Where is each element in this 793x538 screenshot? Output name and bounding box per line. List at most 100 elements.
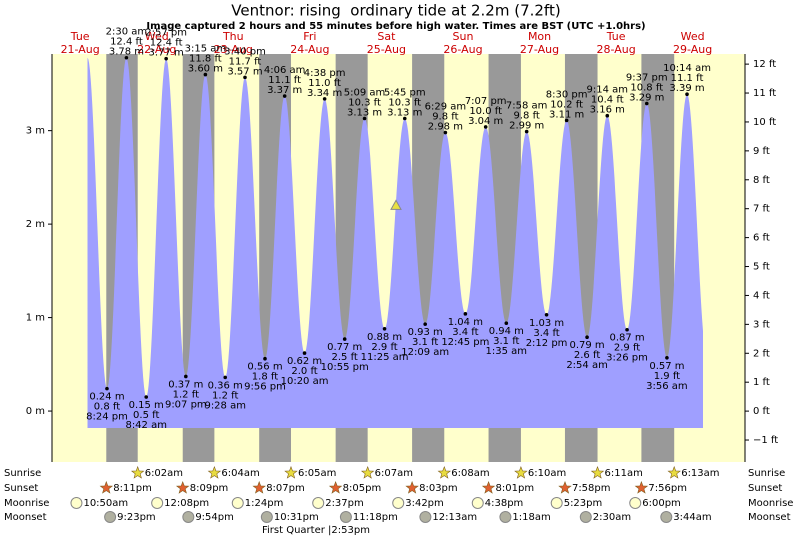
tide-label: 9:56 pm — [244, 382, 286, 393]
tide-point — [544, 312, 549, 317]
tide-label: 5:09 am — [344, 87, 386, 98]
tide-label: 0.87 m — [609, 333, 644, 344]
moonrise-time: 10:50am — [83, 498, 128, 509]
sunset-icon — [175, 480, 190, 494]
row-label: Sunset — [748, 483, 782, 494]
tide-label: 3.13 m — [387, 107, 422, 118]
sunset-time: 8:01pm — [496, 483, 535, 494]
sunrise-time: 6:04am — [221, 468, 259, 479]
moonrise-time: 4:38pm — [485, 498, 524, 509]
tide-label: 11.7 ft — [229, 56, 262, 67]
tide-point — [402, 116, 407, 121]
tide-label: 9:37 pm — [626, 73, 668, 84]
sunset-icon — [252, 480, 266, 494]
tide-label: 1.2 ft — [212, 390, 238, 401]
day-name: Thu — [222, 30, 244, 43]
tide-label: 3.16 m — [590, 105, 625, 116]
tide-point — [144, 395, 149, 399]
tide-point — [685, 92, 689, 96]
tide-label: 1.8 ft — [252, 372, 278, 383]
tide-label: 12.4 ft — [150, 38, 183, 49]
y2-tick-label: 3 ft — [753, 319, 770, 330]
day-date: 29-Aug — [673, 43, 712, 56]
tide-label: 2:12 pm — [526, 338, 568, 349]
tide-label: 5:45 pm — [384, 87, 426, 98]
sunset-time: 8:11pm — [113, 483, 152, 494]
tide-label: 3.04 m — [468, 116, 503, 127]
row-label: Moonrise — [748, 498, 793, 509]
moonset-icon — [339, 511, 352, 523]
tide-label: 3.77 m — [149, 48, 184, 59]
tide-label: 10.8 ft — [630, 83, 663, 94]
tide-label: 7:07 pm — [465, 96, 507, 107]
day-name: Sat — [377, 30, 396, 43]
sunrise-time: 6:11am — [605, 468, 643, 479]
sunrise-icon — [514, 465, 528, 479]
tide-label: 3.13 m — [347, 107, 382, 118]
tide-label: 9.8 ft — [513, 111, 539, 122]
tide-point — [302, 351, 307, 355]
tide-point — [263, 356, 267, 361]
sunrise-time: 6:08am — [451, 468, 489, 479]
tide-label: 10:20 am — [281, 376, 329, 387]
tide-label: 0.62 m — [287, 356, 322, 367]
sunset-icon — [634, 480, 649, 494]
tide-label: 3.78 m — [109, 47, 144, 58]
tide-label: 12:09 am — [401, 347, 449, 358]
tide-label: 3.57 m — [227, 66, 262, 77]
day-date: 24-Aug — [290, 43, 329, 56]
tide-label: 2:54 am — [566, 360, 608, 371]
tide-label: 3:56 am — [646, 381, 688, 392]
tide-label: 3:26 pm — [606, 353, 648, 364]
moonrise-time: 6:00pm — [642, 498, 681, 509]
tide-point — [184, 374, 188, 379]
tide-point — [282, 94, 287, 98]
tide-point — [504, 321, 509, 325]
sunset-time: 8:05pm — [343, 483, 382, 494]
tide-label: 12.4 ft — [110, 37, 143, 48]
moonrise-icon — [312, 497, 325, 509]
day-name: Tue — [70, 30, 90, 43]
tide-label: 1.2 ft — [173, 389, 199, 400]
tide-label: 7:58 am — [506, 101, 548, 112]
chart-subtitle: Image captured 2 hours and 55 minutes be… — [146, 21, 645, 32]
moonrise-icon — [151, 497, 164, 509]
day-name: Tue — [606, 30, 626, 43]
sunset-time: 8:03pm — [419, 483, 458, 494]
tide-point — [483, 125, 488, 129]
moonset-icon — [499, 511, 512, 523]
y2-tick-label: 7 ft — [753, 204, 770, 215]
day-date: 21-Aug — [61, 43, 100, 56]
sunrise-time: 6:07am — [375, 468, 413, 479]
tide-label: 3.29 m — [629, 93, 664, 104]
tide-label: 3:15 am — [185, 44, 227, 55]
tide-label: 3.1 ft — [493, 336, 519, 347]
moonrise-icon — [550, 497, 563, 509]
sunrise-icon — [207, 465, 222, 479]
moonset-icon — [419, 511, 432, 523]
row-label: Sunset — [4, 483, 38, 494]
tide-label: 0.88 m — [367, 332, 402, 343]
tide-label: 0.15 m — [129, 400, 164, 411]
moonrise-time: 2:37pm — [325, 498, 364, 509]
moonset-time: 9:54pm — [195, 512, 234, 523]
moonrise-icon — [231, 497, 244, 509]
moonrise-icon — [70, 497, 83, 509]
y2-tick-label: 0 ft — [753, 406, 770, 417]
tide-label: 2.9 ft — [614, 343, 640, 354]
moonset-icon — [182, 511, 195, 523]
tide-point — [524, 129, 529, 134]
sunrise-time: 6:02am — [145, 468, 183, 479]
y2-tick-label: 9 ft — [753, 146, 770, 157]
moonset-time: 10:31pm — [274, 512, 319, 523]
tide-point — [124, 55, 129, 60]
tide-label: 0.5 ft — [133, 410, 159, 421]
tide-label: 11.8 ft — [189, 54, 222, 65]
tide-label: 0.57 m — [649, 361, 684, 372]
tide-point — [362, 116, 367, 121]
moonrise-icon — [629, 497, 642, 509]
sunset-icon — [99, 480, 114, 494]
moonset-time: 11:18pm — [353, 512, 398, 523]
tide-label: 0.94 m — [489, 326, 524, 337]
